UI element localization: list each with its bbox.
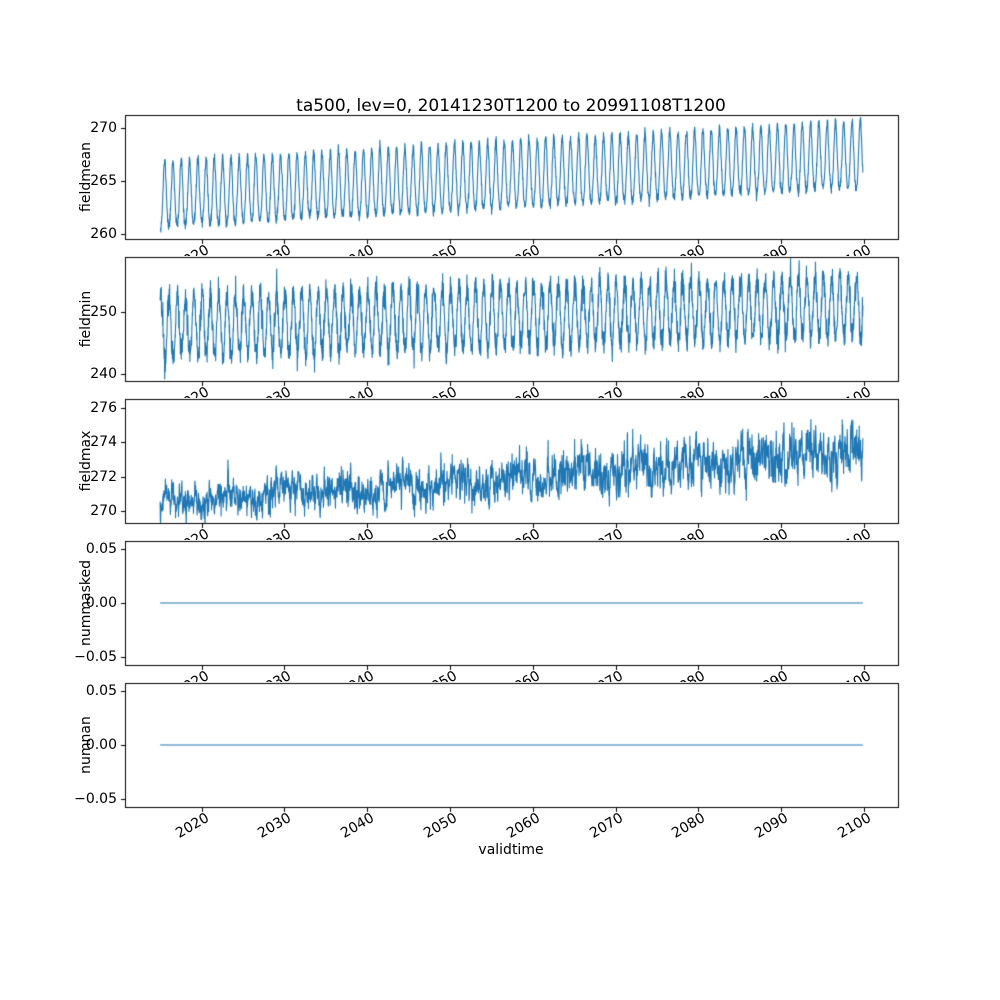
y-tick-label: 270	[90, 119, 117, 136]
x-tick-label: 2080	[670, 668, 709, 682]
x-tick-label: 2040	[338, 526, 377, 540]
chart-title: ta500, lev=0, 20141230T1200 to 20991108T…	[296, 96, 726, 116]
x-tick-label: 2060	[503, 810, 543, 842]
x-tick-label: 2100	[835, 810, 875, 842]
x-tick-label: 2030	[256, 526, 295, 540]
x-tick-label: 2070	[586, 810, 626, 842]
x-tick-label: 2060	[504, 242, 543, 256]
x-tick-label: 2030	[256, 242, 295, 256]
y-tick-label: 265	[90, 172, 117, 189]
x-tick-label-row: 2020 2030 2040 2050 2060 2070 2080 2090 2100	[55, 242, 968, 256]
y-tick-label: 0.00	[85, 595, 117, 611]
x-tick-label: 2030	[255, 810, 295, 842]
x-tick-label: 2060	[504, 526, 543, 540]
x-tick-label: 2070	[587, 242, 626, 256]
x-tick-label: 2100	[835, 242, 874, 256]
x-tick-label: 2020	[173, 526, 212, 540]
y-tick-label: 260	[90, 225, 117, 242]
x-tick-label: 2020	[173, 668, 212, 682]
x-tick-label: 2040	[338, 242, 377, 256]
x-tick-label-row: 2020 2030 2040 2050 2060 2070 2080 2090 2100	[55, 668, 968, 682]
x-tick-label-row: 2020 2030 2040 2050 2060 2070 2080 2090 2100	[55, 526, 968, 540]
x-tick-label: 2100	[835, 526, 874, 540]
x-tick-label-row: 2020 2030 2040 2050 2060 2070 2080 2090 2100	[55, 810, 968, 850]
x-tick-label: 2100	[835, 384, 874, 398]
x-tick-label: 2090	[752, 668, 791, 682]
x-tick-label: 2090	[752, 384, 791, 398]
x-tick-label: 2100	[835, 668, 874, 682]
x-tick-label: 2050	[421, 810, 461, 842]
x-axis-title: validtime	[478, 842, 544, 858]
x-tick-label: 2020	[173, 242, 212, 256]
x-tick-label: 2050	[421, 384, 460, 398]
x-tick-label: 2040	[338, 810, 378, 842]
x-tick-label: 2070	[587, 526, 626, 540]
y-axis-label-fieldmax: fieldmax	[78, 430, 94, 492]
x-tick-label: 2060	[504, 384, 543, 398]
x-tick-label: 2090	[752, 810, 792, 842]
x-tick-label: 2040	[338, 384, 377, 398]
x-tick-label: 2070	[587, 384, 626, 398]
x-tick-label: 2080	[669, 810, 709, 842]
x-tick-label-row: 2020 2030 2040 2050 2060 2070 2080 2090 2100	[55, 384, 968, 398]
y-tick-label: 272	[90, 468, 117, 485]
x-tick-label: 2050	[421, 242, 460, 256]
y-tick-label: 0.05	[85, 541, 117, 558]
y-axis-label-fieldmin: fieldmin	[78, 290, 94, 348]
y-axis-label-numnan: numnan	[78, 716, 94, 774]
y-tick-label: −0.05	[74, 790, 117, 807]
x-tick-label: 2090	[752, 526, 791, 540]
y-tick-label: 240	[90, 365, 117, 382]
y-tick-label: 274	[90, 434, 117, 451]
x-tick-label: 2040	[338, 668, 377, 682]
x-tick-label: 2020	[172, 810, 212, 842]
x-tick-label: 2050	[421, 526, 460, 540]
x-tick-label: 2080	[670, 526, 709, 540]
y-tick-label: 270	[90, 502, 117, 519]
y-axis-label-nummasked: nummasked	[78, 559, 94, 647]
x-tick-label: 2070	[587, 668, 626, 682]
x-tick-label: 2080	[670, 384, 709, 398]
y-tick-label: 0.05	[85, 683, 117, 700]
x-tick-label: 2030	[256, 384, 295, 398]
x-tick-label: 2060	[504, 668, 543, 682]
y-axis-label-fieldmean: fieldmean	[78, 142, 94, 212]
x-tick-label: 2020	[173, 384, 212, 398]
x-tick-label: 2090	[752, 242, 791, 256]
y-tick-label: −0.05	[74, 648, 117, 665]
x-tick-label: 2080	[670, 242, 709, 256]
y-tick-label: 250	[90, 303, 117, 320]
y-tick-label: 276	[90, 399, 117, 416]
y-tick-label: 0.00	[85, 737, 117, 753]
x-tick-label: 2030	[256, 668, 295, 682]
x-tick-label: 2050	[421, 668, 460, 682]
